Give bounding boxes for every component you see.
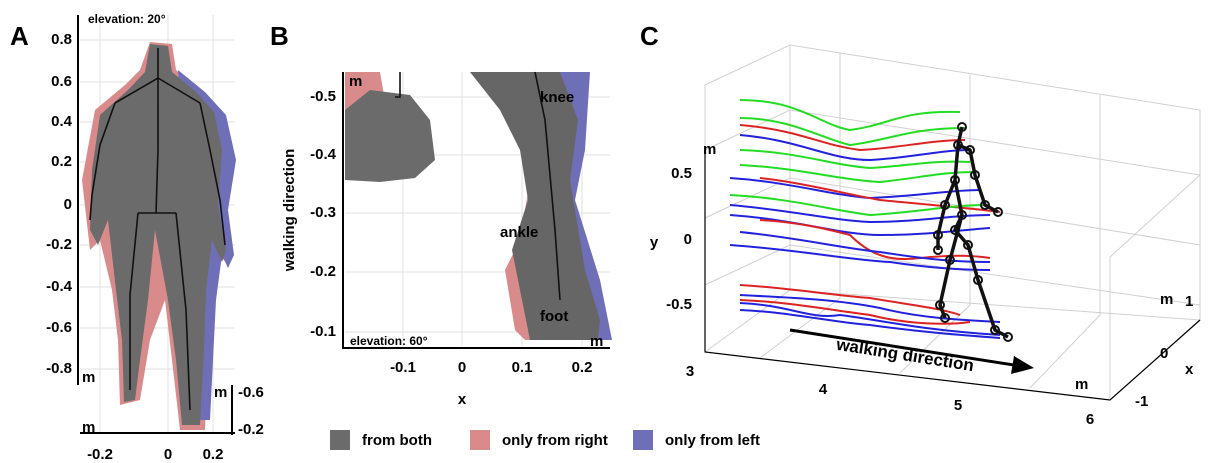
y-tick-label: 0.8 [51, 31, 72, 48]
walking-arrow [789, 328, 1034, 374]
legend-swatch [330, 430, 350, 450]
x-tick-label: -0.1 [390, 359, 416, 376]
x-tick-label: 4 [819, 381, 828, 398]
unit: m [82, 369, 95, 386]
y-tick-label: -0.5 [666, 296, 692, 313]
leg-mesh-both [470, 72, 600, 340]
y-tick-label: 0 [64, 196, 72, 213]
unit: m [703, 141, 716, 158]
z-tick-label: 0 [1160, 345, 1168, 362]
axis-lines [704, 150, 1201, 401]
y-tick-label: -0.4 [46, 278, 73, 295]
x-ticks: -0.1 0 0.1 0.2 [390, 359, 592, 376]
body-mesh-both [90, 44, 226, 425]
unit: m [1160, 291, 1173, 308]
x-tick-label: 0 [164, 446, 172, 463]
y-axis-label: walking direction [281, 149, 298, 273]
x-tick-label: 0.1 [512, 359, 533, 376]
x-axis-label: x [458, 391, 467, 408]
y-ticks: 0.5 0 -0.5 [666, 165, 692, 313]
unit: m [82, 419, 95, 436]
x-tick-label: -0.2 [87, 446, 113, 463]
x-tick-label: 0.2 [203, 446, 224, 463]
grid [345, 72, 610, 346]
legend-label: only from left [665, 432, 760, 449]
stick-figure [933, 122, 1013, 342]
z-tick-label: -0.6 [238, 384, 264, 401]
x-tick-label: 0.2 [572, 359, 593, 376]
panel-label: A [10, 21, 29, 51]
skeleton [89, 48, 226, 411]
y-ticks: -0.5 -0.4 -0.3 -0.2 -0.1 [310, 88, 337, 340]
unit: m [214, 384, 227, 401]
annotation: elevation: 20° [88, 12, 166, 26]
y-tick-label: 0 [684, 231, 692, 248]
annotation: elevation: 60° [350, 334, 428, 348]
panel-label: C [640, 21, 659, 51]
z-tick-label: 1 [1185, 293, 1193, 310]
joint-label: foot [540, 308, 568, 325]
y-tick-label: -0.8 [46, 360, 72, 377]
y-ticks: 0.8 0.6 0.4 0.2 0 -0.2 -0.4 -0.6 -0.8 [46, 31, 73, 377]
legend: from both only from right only from left [330, 430, 760, 450]
joint-label: knee [540, 89, 574, 106]
panel-b: B m m elevation: 60° knee ankle foot -0.… [270, 21, 612, 408]
y-tick-label: -0.6 [46, 319, 72, 336]
y-tick-label: -0.2 [46, 236, 72, 253]
x-tick-label: 5 [954, 397, 962, 414]
legend-swatch [633, 430, 653, 450]
y-tick-label: -0.2 [310, 263, 336, 280]
foot-mesh-both [345, 90, 435, 182]
x-tick-label: 6 [1086, 411, 1094, 428]
z-tick-label: -0.2 [238, 421, 264, 438]
panel-label: B [270, 21, 289, 51]
y-tick-label: -0.5 [310, 88, 336, 105]
unit: m [590, 333, 603, 350]
y-tick-label: 0.2 [51, 153, 72, 170]
axes-box [704, 44, 1201, 401]
legend-label: from both [362, 432, 432, 449]
legend-swatch [470, 430, 490, 450]
panel-c: C [640, 21, 1201, 428]
joint-label: ankle [500, 224, 538, 241]
y-tick-label: 0.4 [51, 113, 73, 130]
y-tick-label: 0.6 [51, 73, 72, 90]
x-tick-label: 3 [686, 363, 694, 380]
panel-a: A elevation: 20° 0.8 0.6 0.4 0.2 0 -0.2 … [10, 12, 264, 463]
unit: m [1075, 376, 1088, 393]
x-ticks: 3 4 5 6 [686, 363, 1094, 428]
y-axis-label: y [650, 234, 659, 251]
unit: m [349, 73, 362, 90]
y-tick-label: 0.5 [671, 165, 692, 182]
x-ticks: -0.2 0 0.2 [87, 446, 223, 463]
trajectories [729, 99, 1001, 339]
y-tick-label: -0.3 [310, 204, 336, 221]
y-tick-label: -0.1 [310, 323, 336, 340]
z-axis-label: x [1185, 361, 1194, 378]
x-tick-label: 0 [458, 359, 466, 376]
skeleton [395, 71, 561, 301]
z-tick-label: -1 [1135, 393, 1148, 410]
legend-label: only from right [502, 432, 608, 449]
y-tick-label: -0.4 [310, 146, 337, 163]
